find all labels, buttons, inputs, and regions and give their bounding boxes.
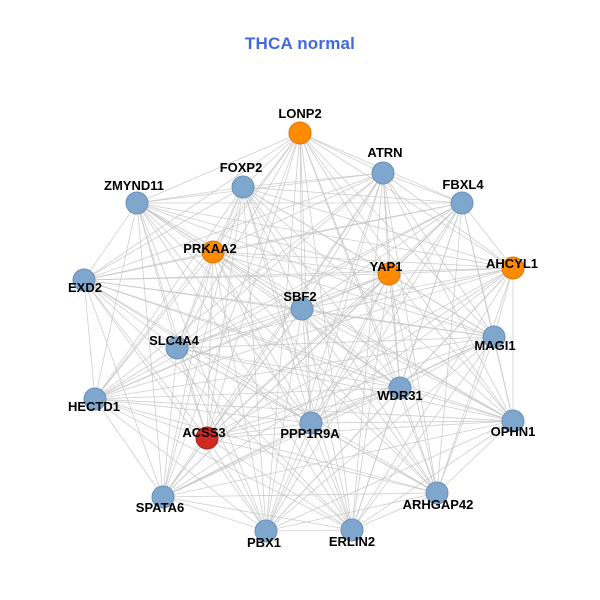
network-node-exd2 [72,268,96,292]
node-label-ahcyl1: AHCYL1 [486,256,538,271]
network-node-prkaa2 [201,240,225,264]
edge-layer [83,132,514,532]
node-label-exd2: EXD2 [68,280,102,295]
node-label-yap1: YAP1 [370,259,403,274]
node-label-sbf2: SBF2 [283,289,316,304]
node-label-spata6: SPATA6 [136,500,184,515]
node-label-pbx1: PBX1 [247,535,281,550]
network-node-fbxl4 [450,191,474,215]
node-label-slc4a4: SLC4A4 [149,333,200,348]
node-label-prkaa2: PRKAA2 [183,241,236,256]
network-node-acss3 [195,426,219,450]
node-label-ophn1: OPHN1 [491,424,536,439]
node-label-zmynd11: ZMYND11 [104,178,164,193]
network-node-hectd1 [83,387,107,411]
node-label-wdr31: WDR31 [377,388,423,403]
node-label-erlin2: ERLIN2 [329,534,375,549]
node-label-lonp2: LONP2 [278,106,321,121]
node-label-foxp2: FOXP2 [220,160,263,175]
node-label-fbxl4: FBXL4 [442,177,484,192]
node-label-atrn: ATRN [367,145,402,160]
network-node-ahcyl1 [501,256,525,280]
network-node-magi1 [482,325,506,349]
node-label-hectd1: HECTD1 [68,399,120,414]
node-label-ppp1r9a: PPP1R9A [280,426,340,441]
network-node-erlin2 [340,518,364,542]
network-node-pbx1 [254,519,278,543]
network-node-ppp1r9a [299,411,323,435]
network-node-arhgap42 [425,481,449,505]
network-node-zmynd11 [125,191,149,215]
network-node-spata6 [151,485,175,509]
network-node-sbf2 [290,297,314,321]
node-label-magi1: MAGI1 [474,338,515,353]
network-node-foxp2 [231,175,255,199]
network-node-slc4a4 [165,336,189,360]
node-label-arhgap42: ARHGAP42 [403,497,474,512]
node-label-acss3: ACSS3 [182,425,225,440]
network-node-atrn [371,161,395,185]
network-node-yap1 [377,262,401,286]
network-node-lonp2 [288,121,312,145]
plot-title: THCA normal [244,34,356,53]
network-node-ophn1 [501,409,525,433]
network-node-wdr31 [388,376,412,400]
